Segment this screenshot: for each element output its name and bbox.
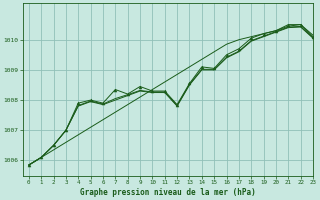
X-axis label: Graphe pression niveau de la mer (hPa): Graphe pression niveau de la mer (hPa): [80, 188, 256, 197]
